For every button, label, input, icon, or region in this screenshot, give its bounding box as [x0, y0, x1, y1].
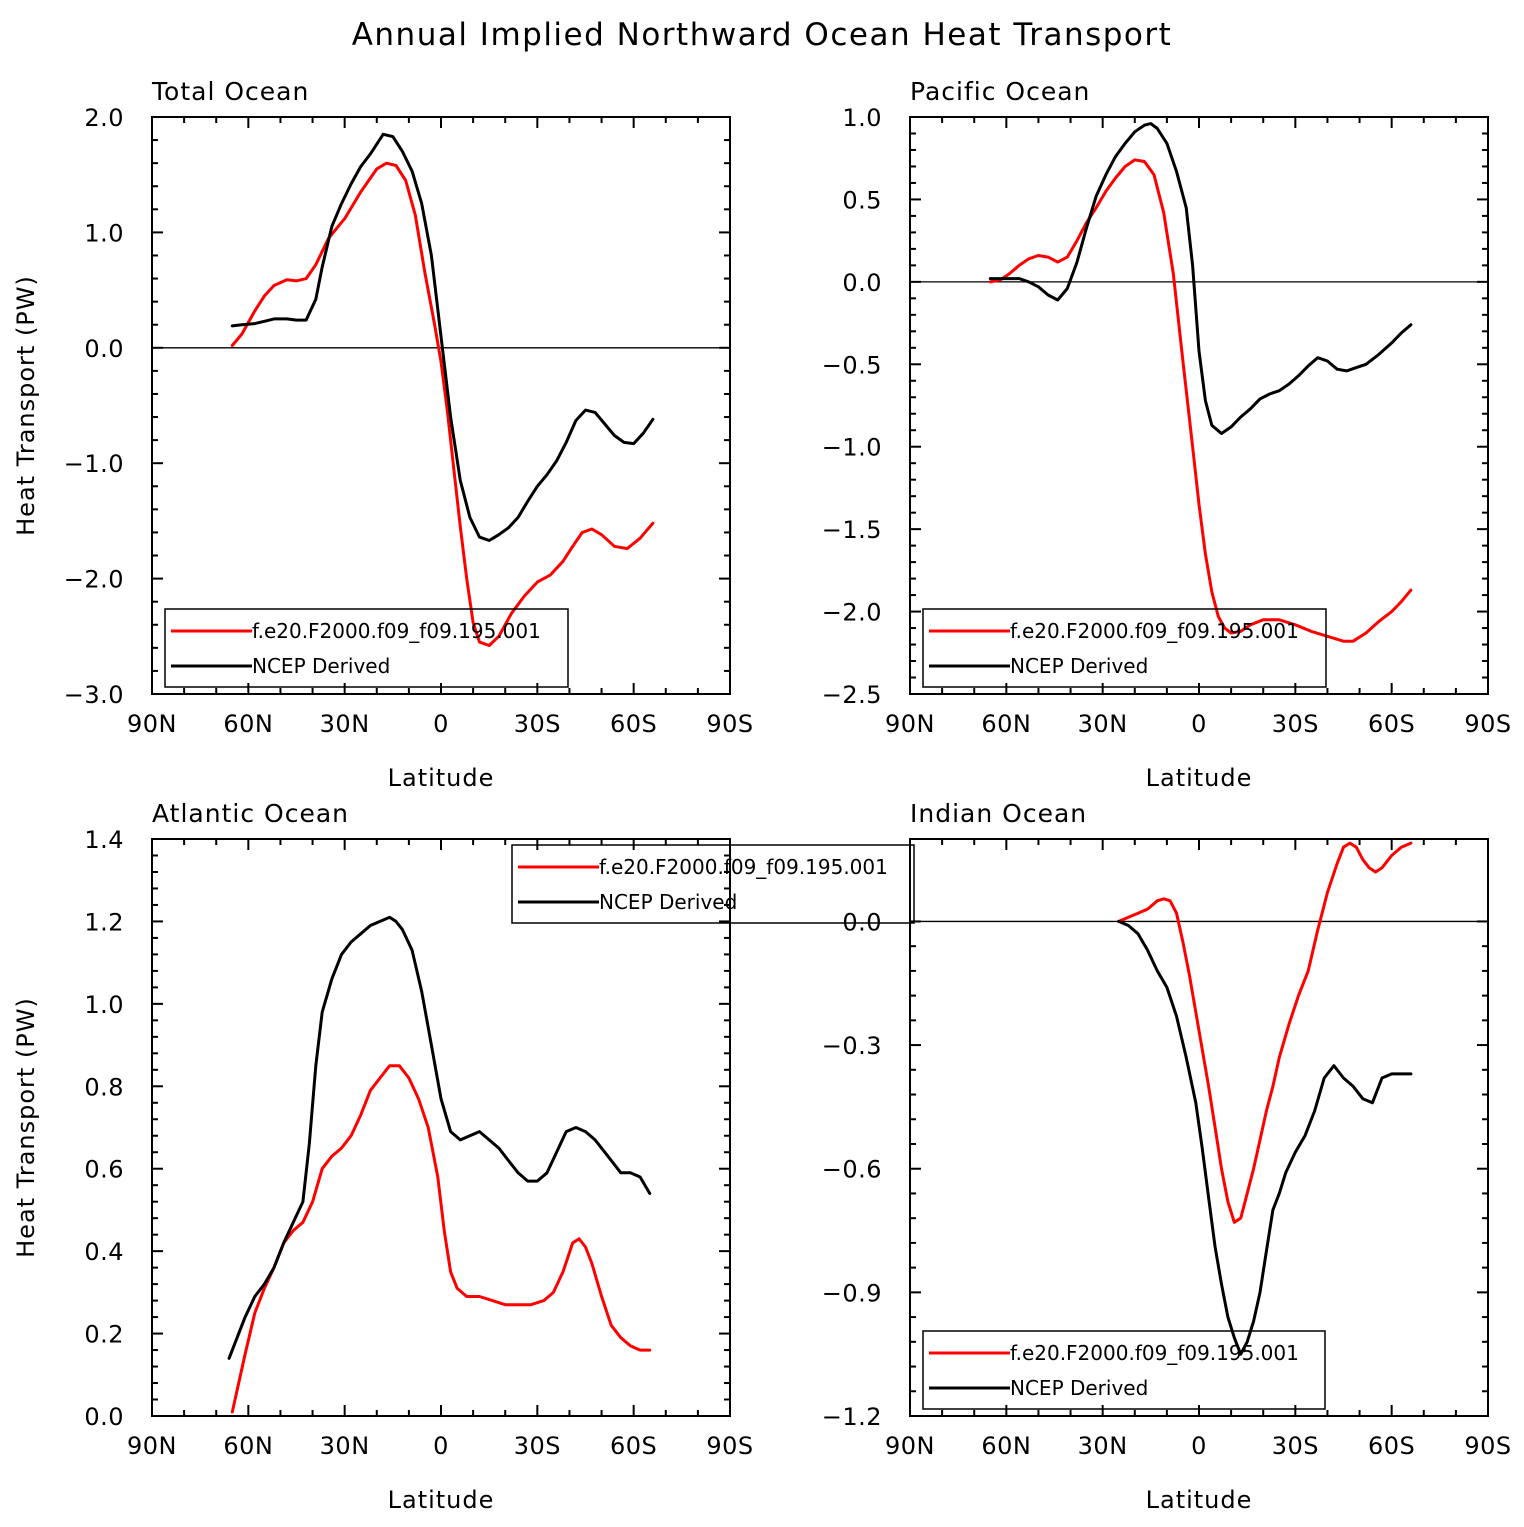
- y-tick-label: −2.0: [822, 599, 882, 627]
- panel-title: Indian Ocean: [910, 799, 1087, 828]
- x-tick-label: 30N: [1078, 710, 1128, 738]
- series-line-ncep-derived: [1117, 919, 1413, 1356]
- x-axis-label: Latitude: [388, 764, 495, 792]
- y-tick-label: −1.2: [822, 1403, 882, 1431]
- series-line-f-e20-f2000-f09-f09-195-001: [988, 158, 1413, 643]
- y-tick-label: −0.5: [822, 351, 882, 379]
- x-axis-label: Latitude: [1146, 764, 1253, 792]
- x-axis-label: Latitude: [388, 1486, 495, 1514]
- y-tick-label: −0.6: [822, 1156, 882, 1184]
- x-tick-label: 30N: [320, 1432, 370, 1460]
- y-tick-label: 1.4: [84, 826, 124, 854]
- x-axis-label: Latitude: [1146, 1486, 1253, 1514]
- x-tick-label: 60N: [223, 1432, 273, 1460]
- x-tick-label: 90S: [706, 710, 753, 738]
- y-tick-label: −1.0: [822, 434, 882, 462]
- y-tick-label: 1.0: [84, 991, 124, 1019]
- y-tick-label: −2.5: [822, 681, 882, 709]
- legend-box: [164, 608, 569, 688]
- legend: f.e20.F2000.f09_f09.195.001 NCEP Derived: [164, 608, 569, 688]
- legend-label: f.e20.F2000.f09_f09.195.001: [1010, 1341, 1299, 1365]
- x-tick-label: 60S: [610, 1432, 657, 1460]
- panel-title: Atlantic Ocean: [152, 799, 349, 828]
- y-tick-label: 0.0: [842, 269, 882, 297]
- y-tick-label: −1.0: [64, 450, 124, 478]
- x-tick-label: 60N: [223, 710, 273, 738]
- x-tick-label: 90N: [885, 1432, 935, 1460]
- x-tick-label: 90N: [127, 1432, 177, 1460]
- y-tick-label: 0.8: [84, 1073, 124, 1101]
- y-tick-label: 0.0: [84, 1403, 124, 1431]
- legend-label: f.e20.F2000.f09_f09.195.001: [1010, 619, 1299, 643]
- x-tick-label: 30S: [1272, 1432, 1319, 1460]
- legend: f.e20.F2000.f09_f09.195.001 NCEP Derived: [511, 844, 915, 924]
- x-tick-label: 90S: [1464, 1432, 1511, 1460]
- y-tick-label: 0.4: [84, 1238, 124, 1266]
- legend-box: [922, 608, 1327, 688]
- panel-pacific-ocean: Pacific Ocean 90N 60N 30N 0 30S 60S 90S 1.0 0.5 0.…: [822, 77, 1511, 792]
- legend-label: NCEP Derived: [1010, 1376, 1148, 1400]
- y-tick-label: 0.0: [842, 908, 882, 936]
- y-tick-label: −3.0: [64, 681, 124, 709]
- y-tick-label: 2.0: [84, 104, 124, 132]
- panel-atlantic-ocean: Atlantic Ocean 90N 60N 30N 0 30S 60S 90S 1.4 1.2 1…: [12, 799, 915, 1514]
- panels: Total Ocean 90N 60N 30N 0 30S 60S 90S 2.0 1.0 0.0 −…: [12, 77, 1511, 1514]
- panel-indian-ocean: Indian Ocean 90N 60N 30N 0 30S 60S 90S 0.0 −0.3 −0…: [822, 799, 1511, 1514]
- series-line-ncep-derived: [230, 132, 655, 542]
- x-tick-label: 0: [1191, 710, 1207, 738]
- x-tick-label: 30S: [514, 1432, 561, 1460]
- x-tick-label: 0: [433, 710, 449, 738]
- y-tick-label: −0.9: [822, 1279, 882, 1307]
- x-tick-label: 90N: [127, 710, 177, 738]
- legend: f.e20.F2000.f09_f09.195.001 NCEP Derived: [922, 608, 1327, 688]
- x-tick-label: 60S: [1368, 1432, 1415, 1460]
- y-tick-label: 0.2: [84, 1321, 124, 1349]
- y-tick-label: 1.0: [842, 104, 882, 132]
- x-tick-label: 30N: [320, 710, 370, 738]
- plot-frame: [909, 116, 1489, 695]
- series-line-f-e20-f2000-f09-f09-195-001: [230, 161, 655, 647]
- legend-label: f.e20.F2000.f09_f09.195.001: [599, 855, 888, 879]
- x-tick-label: 90S: [706, 1432, 753, 1460]
- x-tick-label: 90N: [885, 710, 935, 738]
- x-tick-label: 30S: [514, 710, 561, 738]
- plot-frame: [151, 116, 731, 695]
- x-tick-label: 60N: [981, 710, 1031, 738]
- x-tick-label: 30N: [1078, 1432, 1128, 1460]
- panel-total-ocean: Total Ocean 90N 60N 30N 0 30S 60S 90S 2.0 1.0 0.0 −…: [12, 77, 753, 792]
- y-tick-label: 0.5: [842, 186, 882, 214]
- legend-label: NCEP Derived: [252, 654, 390, 678]
- y-tick-label: −1.5: [822, 516, 882, 544]
- y-axis-label: Heat Transport (PW): [12, 275, 40, 536]
- x-tick-label: 60S: [1368, 710, 1415, 738]
- legend-box: [922, 1330, 1326, 1410]
- y-tick-label: 0.0: [84, 335, 124, 363]
- y-tick-label: 1.2: [84, 908, 124, 936]
- series-line-ncep-derived: [227, 915, 652, 1360]
- x-tick-label: 60S: [610, 710, 657, 738]
- series-line-f-e20-f2000-f09-f09-195-001: [1117, 841, 1413, 1224]
- y-tick-label: −0.3: [822, 1032, 882, 1060]
- legend-label: NCEP Derived: [599, 890, 737, 914]
- legend-label: f.e20.F2000.f09_f09.195.001: [252, 619, 541, 643]
- panel-title: Total Ocean: [151, 77, 309, 106]
- y-tick-label: 0.6: [84, 1156, 124, 1184]
- legend: f.e20.F2000.f09_f09.195.001 NCEP Derived: [922, 1330, 1326, 1410]
- x-tick-label: 0: [433, 1432, 449, 1460]
- legend-box: [511, 844, 915, 924]
- panel-title: Pacific Ocean: [910, 77, 1090, 106]
- legend-label: NCEP Derived: [1010, 654, 1148, 678]
- series-line-f-e20-f2000-f09-f09-195-001: [230, 1064, 652, 1414]
- x-tick-label: 0: [1191, 1432, 1207, 1460]
- x-tick-label: 60N: [981, 1432, 1031, 1460]
- figure-title: Annual Implied Northward Ocean Heat Tran…: [352, 17, 1173, 53]
- y-tick-label: 1.0: [84, 219, 124, 247]
- x-tick-label: 30S: [1272, 710, 1319, 738]
- y-axis-label: Heat Transport (PW): [12, 997, 40, 1258]
- x-tick-label: 90S: [1464, 710, 1511, 738]
- series-line-ncep-derived: [988, 122, 1413, 435]
- y-tick-label: −2.0: [64, 566, 124, 594]
